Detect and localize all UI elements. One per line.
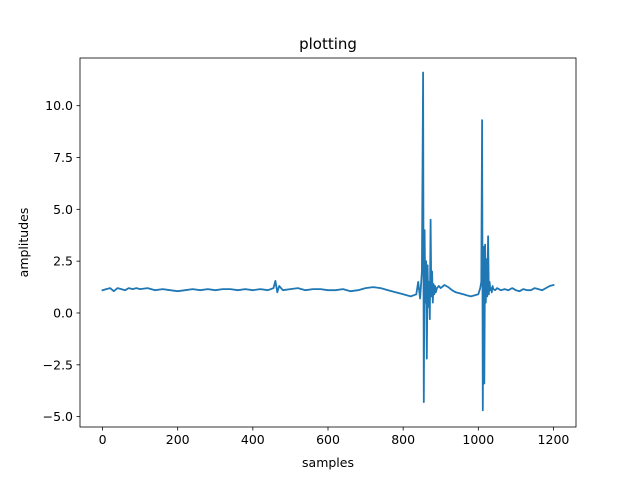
y-tick-label: 5.0 (53, 202, 73, 217)
series-line (101, 71, 555, 412)
series-layer (101, 71, 555, 412)
y-tick-label: −5.0 (43, 409, 73, 424)
y-tick-label: −2.5 (43, 357, 73, 372)
x-tick-label: 800 (391, 432, 415, 447)
plot-frame (79, 57, 577, 428)
x-tick-label: 200 (166, 432, 190, 447)
x-axis-ticks: 0 200 400 600 800 1000 1200 (99, 427, 570, 447)
chart-title: plotting (299, 35, 357, 53)
y-tick-label: 2.5 (53, 254, 73, 269)
y-tick-label: 10.0 (45, 98, 73, 113)
y-tick-label: 7.5 (53, 150, 73, 165)
y-axis-ticks: −5.0 −2.5 0.0 2.5 5.0 7.5 10.0 (43, 98, 80, 424)
x-tick-label: 400 (241, 432, 265, 447)
x-tick-label: 1000 (462, 432, 494, 447)
x-tick-label: 0 (99, 432, 107, 447)
x-axis-label: samples (302, 455, 354, 470)
x-tick-label: 1200 (538, 432, 570, 447)
x-tick-label: 600 (316, 432, 340, 447)
y-tick-label: 0.0 (53, 305, 73, 320)
plot-area (80, 58, 576, 427)
y-axis-label: amplitudes (16, 208, 31, 278)
